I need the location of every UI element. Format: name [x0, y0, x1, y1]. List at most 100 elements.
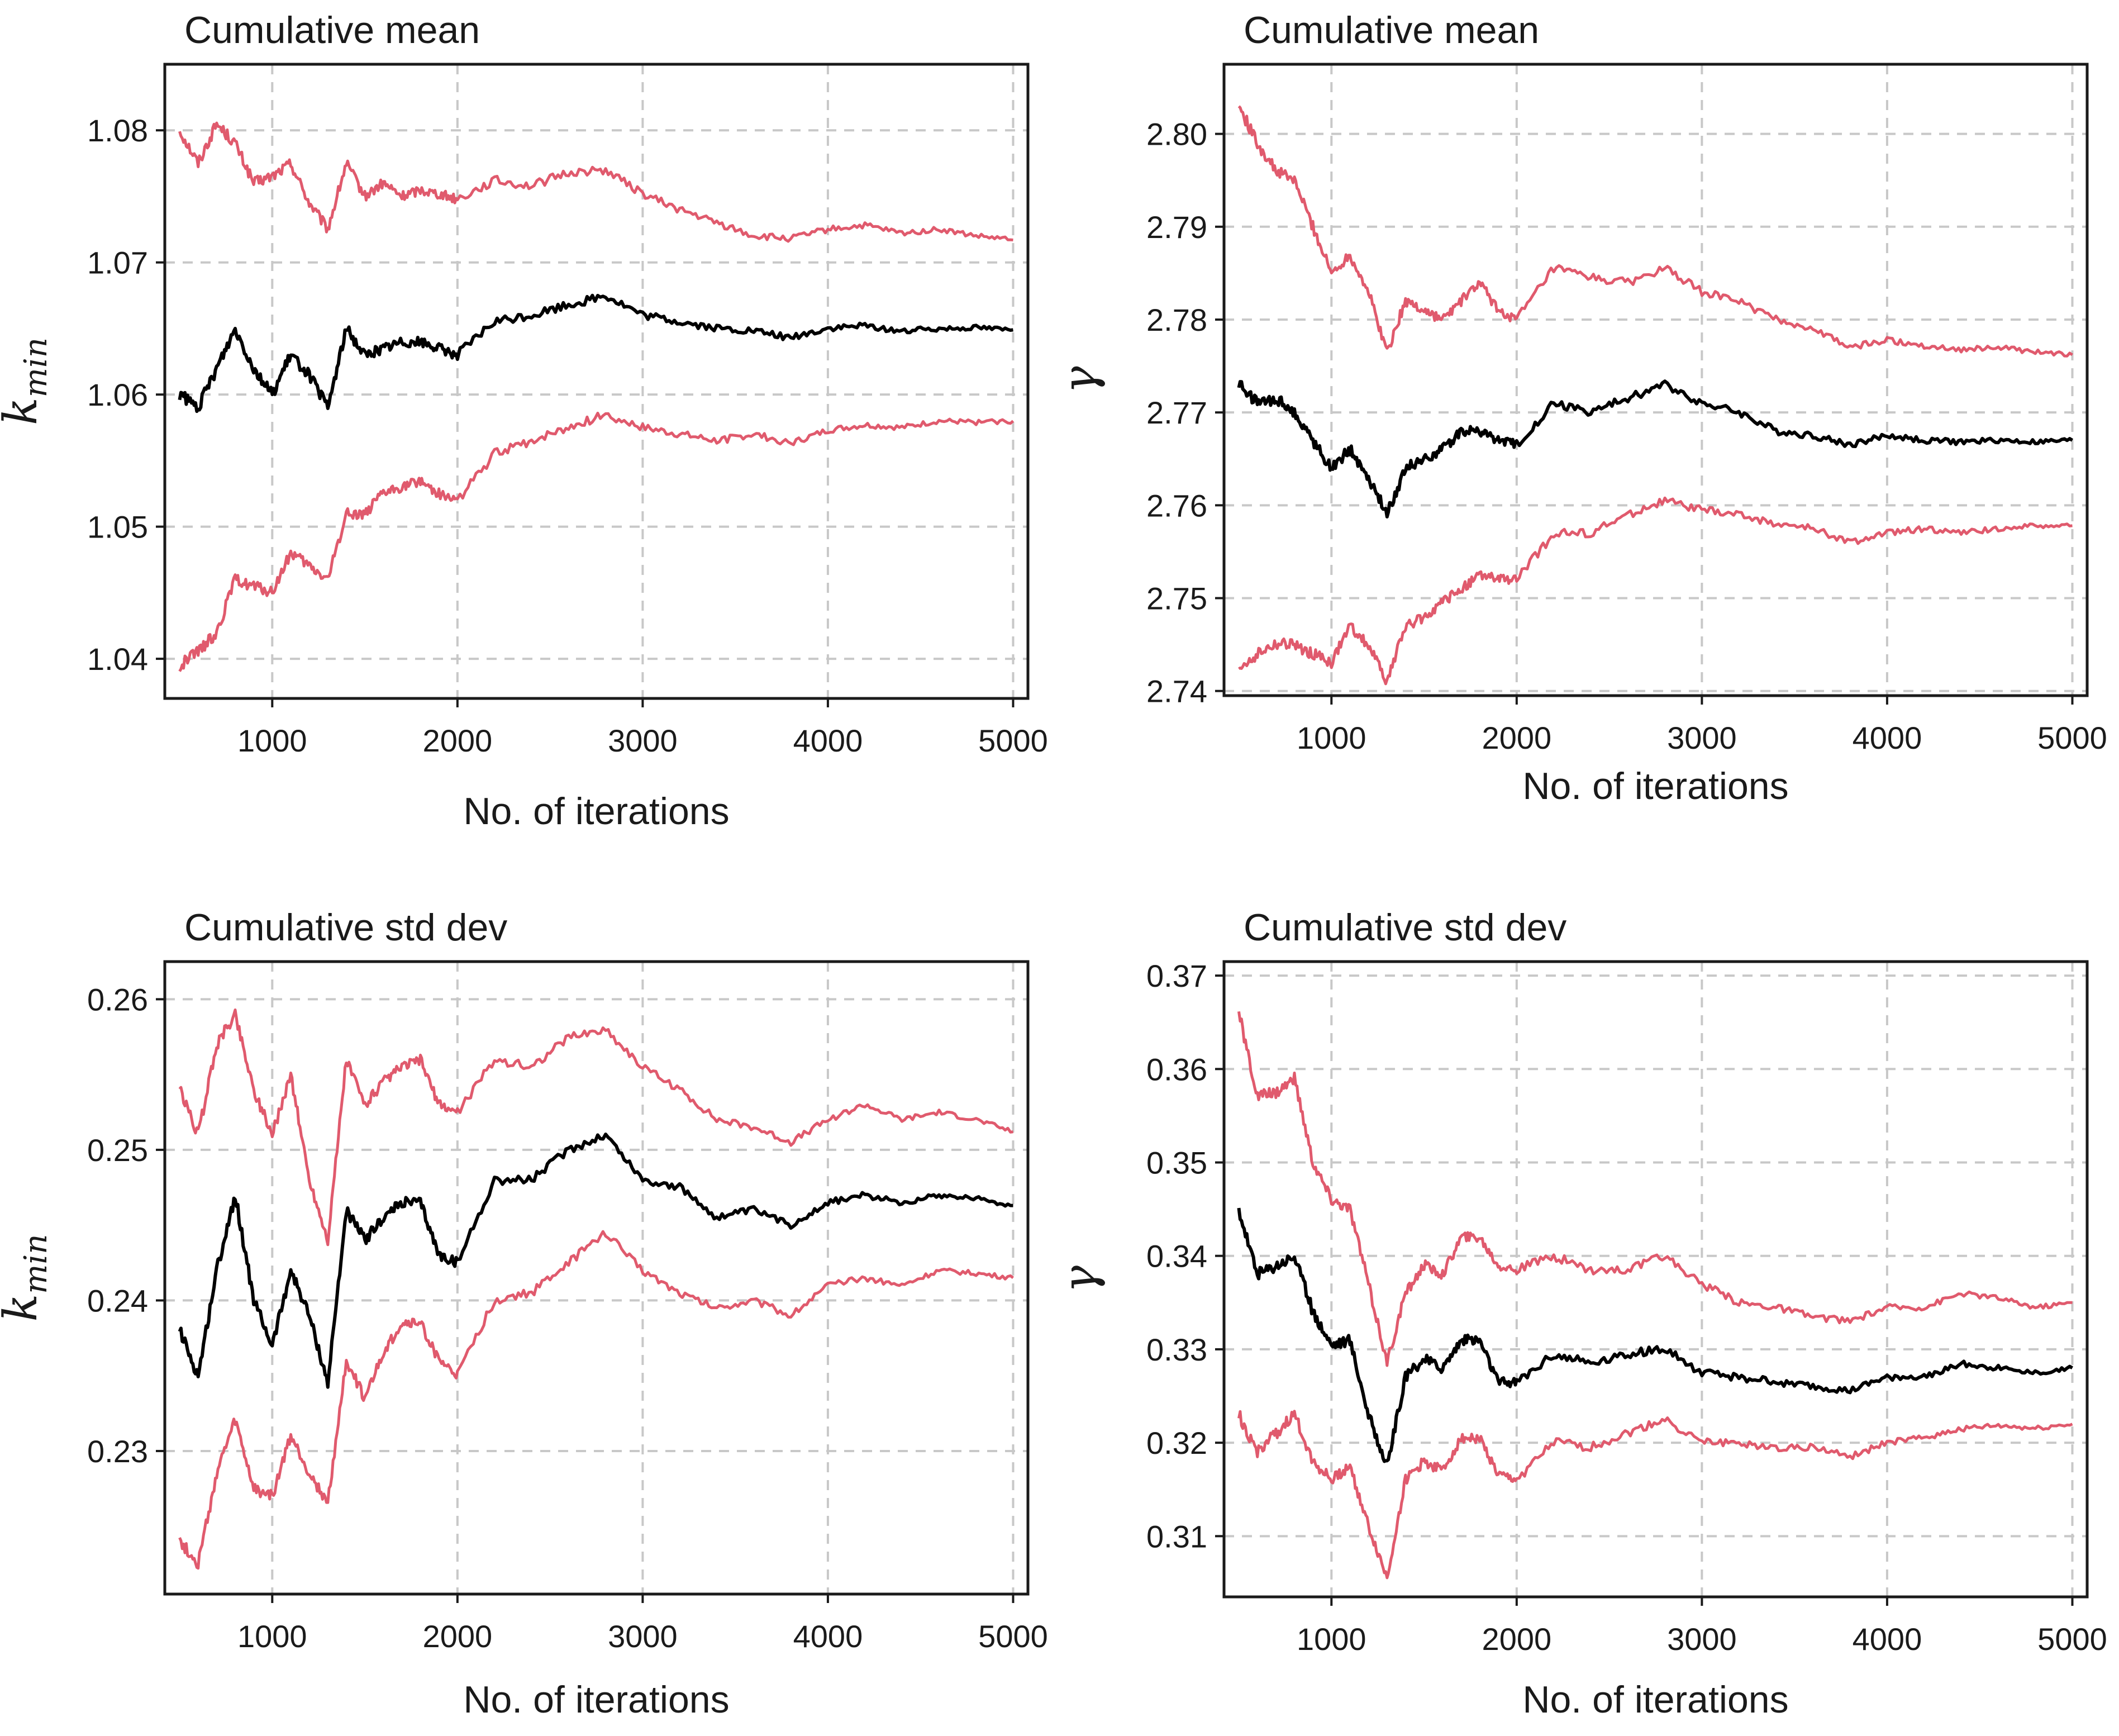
- y-axis: 0.23 0.24 0.25 0.26: [87, 982, 165, 1469]
- plot-frame: [163, 960, 1030, 1596]
- y-axis-symbol: γ: [1059, 366, 1107, 394]
- x-tick-label: 1000: [1297, 1621, 1366, 1657]
- y-tick-label: 1.08: [87, 113, 148, 148]
- grid-lines: [165, 64, 1028, 698]
- y-axis-label: kmin: [0, 1234, 54, 1322]
- y-tick-label: 2.74: [1146, 674, 1207, 709]
- series-line-upper: [178, 1008, 1013, 1247]
- series-line-lower: [178, 1230, 1015, 1570]
- series-line-upper: [178, 121, 1013, 243]
- y-tick-label: 1.04: [87, 641, 148, 677]
- x-axis-label: No. of iterations: [1522, 1678, 1788, 1721]
- chart-title: Cumulative mean: [1244, 9, 1539, 51]
- y-axis: 0.31 0.32 0.33 0.34 0.35 0.36 0.37: [1146, 958, 1224, 1554]
- y-tick-label: 0.36: [1146, 1052, 1207, 1087]
- x-tick-label: 2000: [1482, 1621, 1552, 1657]
- y-axis-subscript: min: [18, 1234, 54, 1294]
- y-tick-label: 1.07: [87, 245, 148, 280]
- y-axis-label: kmin: [0, 337, 54, 425]
- series-line-mean: [1237, 379, 2074, 519]
- x-tick-label: 5000: [2037, 1621, 2107, 1657]
- x-tick-label: 5000: [978, 723, 1048, 758]
- y-tick-label: 2.79: [1146, 210, 1207, 245]
- x-tick-label: 5000: [978, 1619, 1048, 1654]
- x-tick-label: 2000: [423, 723, 493, 758]
- series-group: [1237, 105, 2074, 686]
- y-axis-symbol: k: [0, 397, 47, 425]
- series-group: [1237, 1011, 2074, 1580]
- y-axis-subscript: min: [18, 337, 54, 397]
- y-tick-label: 0.26: [87, 982, 148, 1017]
- chart-bottom-left-svg: Cumulative std dev 1000 2000 3000 4000 5000 0.…: [0, 906, 1048, 1721]
- chart-panel-top-left: Cumulative mean 1000 2000 3000 4000 5000 1.04 1…: [0, 0, 1059, 868]
- series-line-mean: [178, 293, 1013, 413]
- chart-panel-bottom-left: Cumulative std dev 1000 2000 3000 4000 5000 0.…: [0, 868, 1059, 1735]
- chart-panel-bottom-right: Cumulative std dev 1000 2000 3000 4000 5000 0.…: [1059, 868, 2118, 1735]
- series-group: [178, 1008, 1015, 1570]
- x-tick-label: 2000: [423, 1619, 493, 1654]
- x-axis-label: No. of iterations: [463, 1678, 729, 1721]
- y-tick-label: 0.33: [1146, 1332, 1207, 1367]
- x-tick-label: 4000: [1853, 1621, 1922, 1657]
- y-tick-label: 0.34: [1146, 1239, 1207, 1274]
- x-tick-label: 1000: [237, 1619, 307, 1654]
- series-line-mean: [1237, 1207, 2074, 1463]
- y-tick-label: 0.24: [87, 1283, 148, 1318]
- series-line-mean: [178, 1133, 1013, 1389]
- series-line-lower: [1237, 1410, 2073, 1580]
- y-tick-label: 2.75: [1146, 581, 1207, 616]
- x-tick-label: 2000: [1482, 720, 1552, 755]
- y-tick-label: 2.76: [1146, 488, 1207, 523]
- series-line-lower: [1238, 496, 2073, 686]
- series-line-upper: [1237, 1011, 2073, 1367]
- y-tick-label: 0.23: [87, 1434, 148, 1469]
- x-axis: 1000 2000 3000 4000 5000: [237, 1594, 1048, 1654]
- y-tick-label: 0.25: [87, 1133, 148, 1168]
- x-tick-label: 4000: [793, 1619, 863, 1654]
- x-axis-label: No. of iterations: [1522, 765, 1788, 807]
- y-axis-symbol: γ: [1059, 1265, 1107, 1293]
- x-tick-label: 3000: [1667, 1621, 1737, 1657]
- chart-bottom-right-svg: Cumulative std dev 1000 2000 3000 4000 5000 0.…: [1059, 906, 2107, 1721]
- x-axis: 1000 2000 3000 4000 5000: [1297, 696, 2107, 755]
- series-line-lower: [178, 411, 1015, 672]
- y-tick-label: 1.05: [87, 510, 148, 545]
- chart-title: Cumulative std dev: [1244, 906, 1566, 949]
- y-tick-label: 1.06: [87, 377, 148, 412]
- y-axis: 2.74 2.75 2.76 2.77 2.78 2.79 2.80: [1146, 117, 1224, 709]
- x-tick-label: 4000: [1853, 720, 1922, 755]
- y-axis-symbol: k: [0, 1294, 47, 1322]
- series-line-upper: [1237, 105, 2073, 358]
- grid-lines: [1224, 64, 2087, 696]
- chart-panel-top-right: Cumulative mean 1000 2000 3000 4000 5000 2.74 2…: [1059, 0, 2118, 868]
- x-axis: 1000 2000 3000 4000 5000: [1297, 1597, 2107, 1657]
- y-tick-label: 2.80: [1146, 117, 1207, 152]
- y-tick-label: 2.77: [1146, 395, 1207, 430]
- y-tick-label: 0.31: [1146, 1519, 1207, 1554]
- plot-frame: [1222, 960, 2089, 1599]
- y-axis: 1.04 1.05 1.06 1.07 1.08: [87, 113, 165, 677]
- grid-lines: [1224, 962, 2087, 1597]
- x-tick-label: 1000: [237, 723, 307, 758]
- x-axis-label: No. of iterations: [463, 790, 729, 833]
- y-tick-label: 0.32: [1146, 1425, 1207, 1461]
- x-tick-label: 5000: [2037, 720, 2107, 755]
- y-tick-label: 2.78: [1146, 302, 1207, 337]
- x-tick-label: 1000: [1297, 720, 1366, 755]
- y-tick-label: 0.37: [1146, 958, 1207, 993]
- x-tick-label: 4000: [793, 723, 863, 758]
- plot-frame: [1222, 63, 2089, 697]
- y-tick-label: 0.35: [1146, 1145, 1207, 1180]
- series-group: [178, 121, 1015, 672]
- x-tick-label: 3000: [608, 1619, 678, 1654]
- y-axis-label: γ: [1059, 366, 1107, 394]
- plot-frame: [163, 63, 1030, 700]
- chart-title: Cumulative std dev: [184, 906, 507, 949]
- grid-lines: [165, 962, 1028, 1594]
- x-axis: 1000 2000 3000 4000 5000: [237, 698, 1048, 758]
- chart-title: Cumulative mean: [184, 9, 480, 51]
- x-tick-label: 3000: [1667, 720, 1737, 755]
- x-tick-label: 3000: [608, 723, 678, 758]
